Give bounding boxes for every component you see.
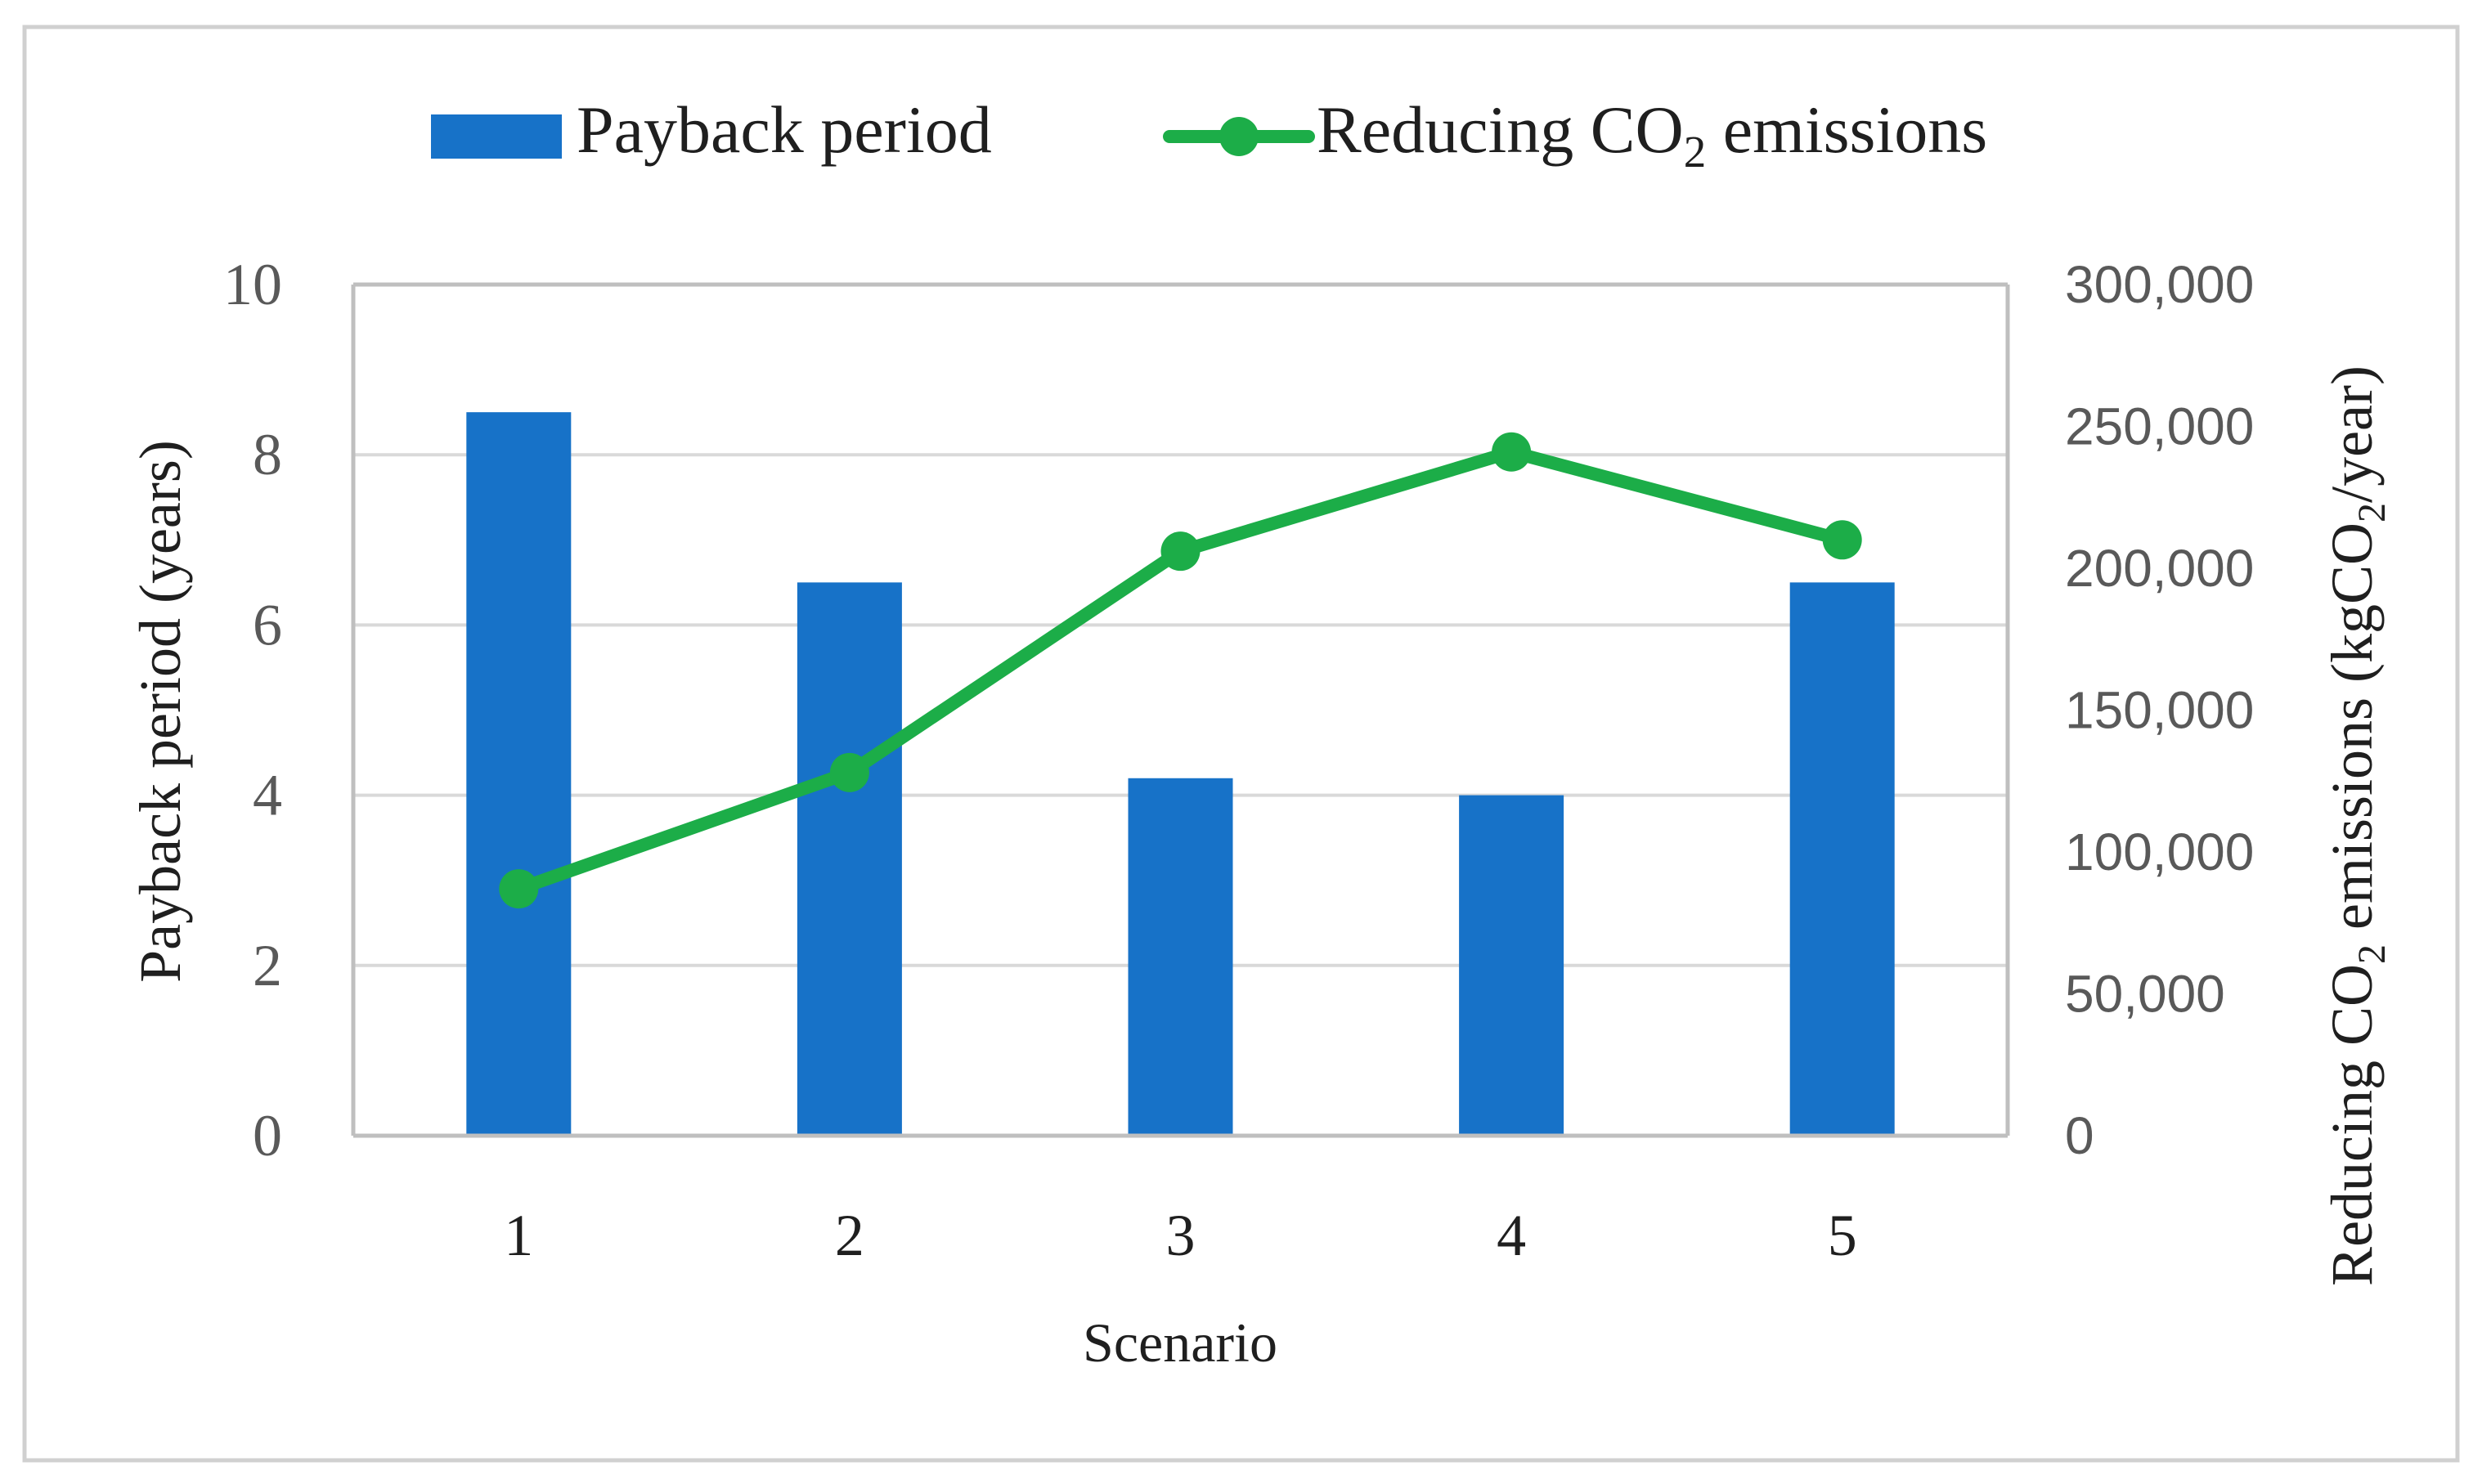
line-series: [499, 432, 1862, 909]
x-tick-label: 4: [1497, 1203, 1526, 1268]
y2-tick-label: 250,000: [2065, 397, 2254, 456]
legend-co2-sub: 2: [1684, 127, 1707, 177]
axes: [351, 282, 2010, 1138]
x-tick-label: 5: [1828, 1203, 1857, 1268]
bar-1: [466, 412, 572, 1136]
y-tick-label: 2: [253, 933, 282, 998]
y2-tick-label: 300,000: [2065, 255, 2254, 314]
bar-4: [1459, 795, 1564, 1136]
co2-point-1: [499, 869, 539, 909]
y-tick-label: 4: [253, 763, 282, 828]
bar-2: [797, 582, 902, 1136]
y2-title-suffix: /year): [2319, 365, 2385, 503]
y-tick-label: 6: [253, 592, 282, 657]
x-tick-label: 3: [1166, 1203, 1196, 1268]
y2-title-middle: emissions (kgCO: [2319, 522, 2385, 944]
y-tick-label: 0: [253, 1103, 282, 1168]
x-axis-title: Scenario: [1083, 1311, 1277, 1374]
y-axis-title: Payback period (years): [128, 440, 193, 983]
y2-title-prefix: Reducing CO: [2319, 964, 2385, 1286]
chart-frame: [22, 25, 2460, 1463]
legend-co2-prefix: Reducing CO: [1317, 92, 1684, 167]
legend-label-payback: Payback period: [577, 92, 992, 167]
bar-5: [1789, 582, 1895, 1136]
legend-label-co2: Reducing CO2 emissions: [1317, 92, 1987, 177]
tick-labels: 0 2 4 6 8 10 0 50,000 100,000 150,000 200,000 250,0…: [223, 252, 2254, 1268]
bar-series: [466, 412, 1895, 1136]
y2-tick-label: 0: [2065, 1106, 2094, 1165]
y2-tick-label: 150,000: [2065, 681, 2254, 740]
co2-point-3: [1160, 531, 1201, 572]
co2-point-5: [1822, 520, 1862, 560]
legend: Payback period Reducing CO2 emissions: [431, 92, 1987, 177]
y-tick-label: 10: [223, 252, 282, 317]
y2-tick-label: 100,000: [2065, 823, 2254, 881]
legend-bar-swatch: [431, 114, 562, 159]
legend-line-marker: [1219, 117, 1259, 156]
x-tick-label: 1: [504, 1203, 533, 1268]
legend-co2-suffix: emissions: [1706, 92, 1987, 167]
co2-point-4: [1492, 432, 1532, 472]
x-tick-label: 2: [835, 1203, 864, 1268]
bar-3: [1128, 778, 1233, 1136]
y2-axis-title: Reducing CO2 emissions (kgCO2/year): [2319, 365, 2394, 1286]
y2-tick-label: 50,000: [2065, 965, 2225, 1024]
y2-tick-label: 200,000: [2065, 539, 2254, 598]
y-tick-label: 8: [253, 422, 282, 487]
y2-title-sub2: 2: [2350, 503, 2394, 522]
y2-title-sub: 2: [2350, 944, 2394, 964]
co2-point-2: [829, 752, 869, 792]
